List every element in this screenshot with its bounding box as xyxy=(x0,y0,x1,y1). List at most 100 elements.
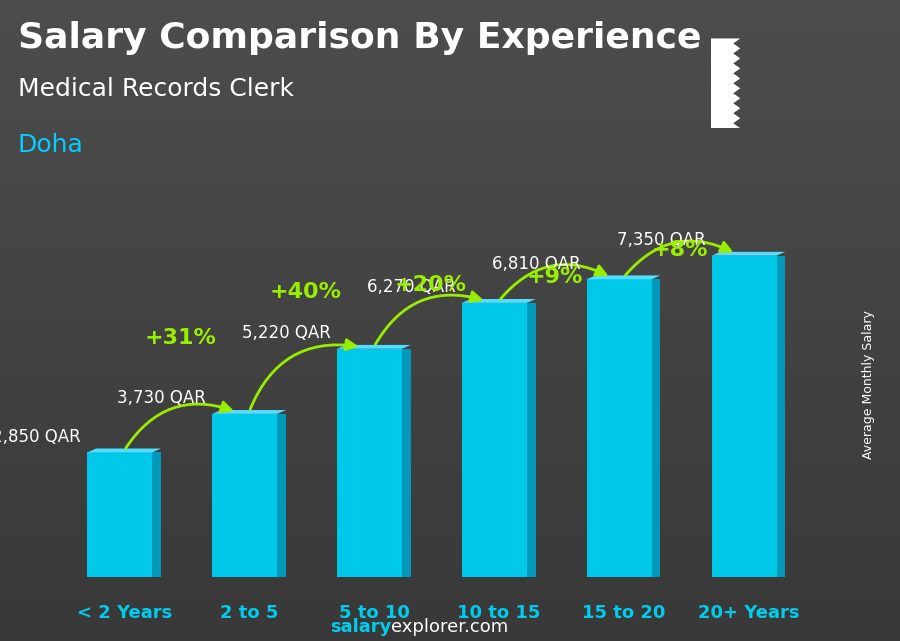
Text: +40%: +40% xyxy=(269,282,341,303)
Bar xyxy=(462,303,526,577)
Bar xyxy=(0,538,900,545)
Bar xyxy=(0,340,900,346)
Bar xyxy=(0,212,900,218)
Bar xyxy=(0,19,900,26)
Bar xyxy=(0,577,900,583)
Bar xyxy=(526,303,536,577)
Polygon shape xyxy=(462,299,536,303)
Polygon shape xyxy=(212,410,286,414)
Bar xyxy=(0,462,900,468)
Bar xyxy=(0,128,900,135)
Bar xyxy=(0,205,900,212)
Bar xyxy=(0,288,900,295)
Bar xyxy=(0,429,900,436)
Bar xyxy=(0,154,900,160)
Bar xyxy=(0,83,900,90)
Bar xyxy=(0,468,900,474)
Bar xyxy=(0,26,900,32)
Text: 2 to 5: 2 to 5 xyxy=(220,604,278,622)
Bar xyxy=(0,570,900,577)
Text: 15 to 20: 15 to 20 xyxy=(582,604,665,622)
Bar xyxy=(0,372,900,378)
Bar xyxy=(0,0,900,6)
Bar xyxy=(0,51,900,58)
Polygon shape xyxy=(712,252,786,256)
Bar xyxy=(0,103,900,109)
Bar xyxy=(0,506,900,513)
Text: 20+ Years: 20+ Years xyxy=(698,604,799,622)
Bar xyxy=(0,365,900,372)
Bar xyxy=(0,115,900,122)
Polygon shape xyxy=(587,276,661,279)
Bar xyxy=(0,378,900,385)
Bar xyxy=(0,314,900,320)
Bar xyxy=(0,167,900,173)
Bar xyxy=(0,603,900,609)
Bar xyxy=(0,282,900,288)
Text: +9%: +9% xyxy=(526,267,583,287)
Text: +20%: +20% xyxy=(394,274,466,295)
Bar xyxy=(338,349,402,577)
Polygon shape xyxy=(711,38,740,128)
Bar xyxy=(0,494,900,500)
Bar xyxy=(0,455,900,462)
Bar xyxy=(0,64,900,71)
Bar xyxy=(777,256,786,577)
Bar xyxy=(587,279,652,577)
Bar xyxy=(0,423,900,429)
Text: 6,810 QAR: 6,810 QAR xyxy=(491,254,580,272)
Bar xyxy=(0,122,900,128)
Bar xyxy=(0,192,900,199)
Text: 10 to 15: 10 to 15 xyxy=(457,604,541,622)
Bar xyxy=(0,590,900,596)
Bar xyxy=(0,269,900,276)
Text: explorer.com: explorer.com xyxy=(392,618,508,636)
Bar xyxy=(0,474,900,481)
Bar xyxy=(0,244,900,250)
Bar xyxy=(712,256,777,577)
Bar xyxy=(0,404,900,410)
Bar xyxy=(0,256,900,263)
Bar xyxy=(0,320,900,327)
Bar xyxy=(0,359,900,365)
Bar xyxy=(0,237,900,244)
Bar xyxy=(0,109,900,115)
Bar xyxy=(0,442,900,449)
Bar xyxy=(0,333,900,340)
Bar xyxy=(0,276,900,282)
Bar xyxy=(0,135,900,141)
Bar xyxy=(0,301,900,308)
Bar xyxy=(0,487,900,494)
Text: salary: salary xyxy=(330,618,392,636)
Polygon shape xyxy=(87,449,161,453)
Bar xyxy=(0,596,900,603)
Bar xyxy=(0,45,900,51)
Bar xyxy=(0,391,900,397)
Bar xyxy=(0,77,900,83)
Bar xyxy=(0,436,900,442)
Bar xyxy=(212,414,277,577)
Bar xyxy=(0,622,900,628)
Bar xyxy=(0,231,900,237)
Bar xyxy=(0,224,900,231)
Bar xyxy=(0,32,900,38)
Text: Medical Records Clerk: Medical Records Clerk xyxy=(18,77,294,101)
Bar xyxy=(0,551,900,558)
Text: 5,220 QAR: 5,220 QAR xyxy=(242,324,331,342)
Bar xyxy=(0,71,900,77)
Bar xyxy=(0,263,900,269)
Text: +31%: +31% xyxy=(145,328,216,349)
Bar xyxy=(0,609,900,615)
Bar xyxy=(0,526,900,532)
Bar xyxy=(0,147,900,154)
Bar xyxy=(0,141,900,147)
Bar xyxy=(152,453,161,577)
Bar xyxy=(0,58,900,64)
Bar xyxy=(0,615,900,622)
Bar xyxy=(0,628,900,635)
Bar xyxy=(0,513,900,519)
Text: 7,350 QAR: 7,350 QAR xyxy=(616,231,706,249)
Bar xyxy=(277,414,286,577)
Bar xyxy=(0,410,900,417)
Bar xyxy=(0,353,900,359)
